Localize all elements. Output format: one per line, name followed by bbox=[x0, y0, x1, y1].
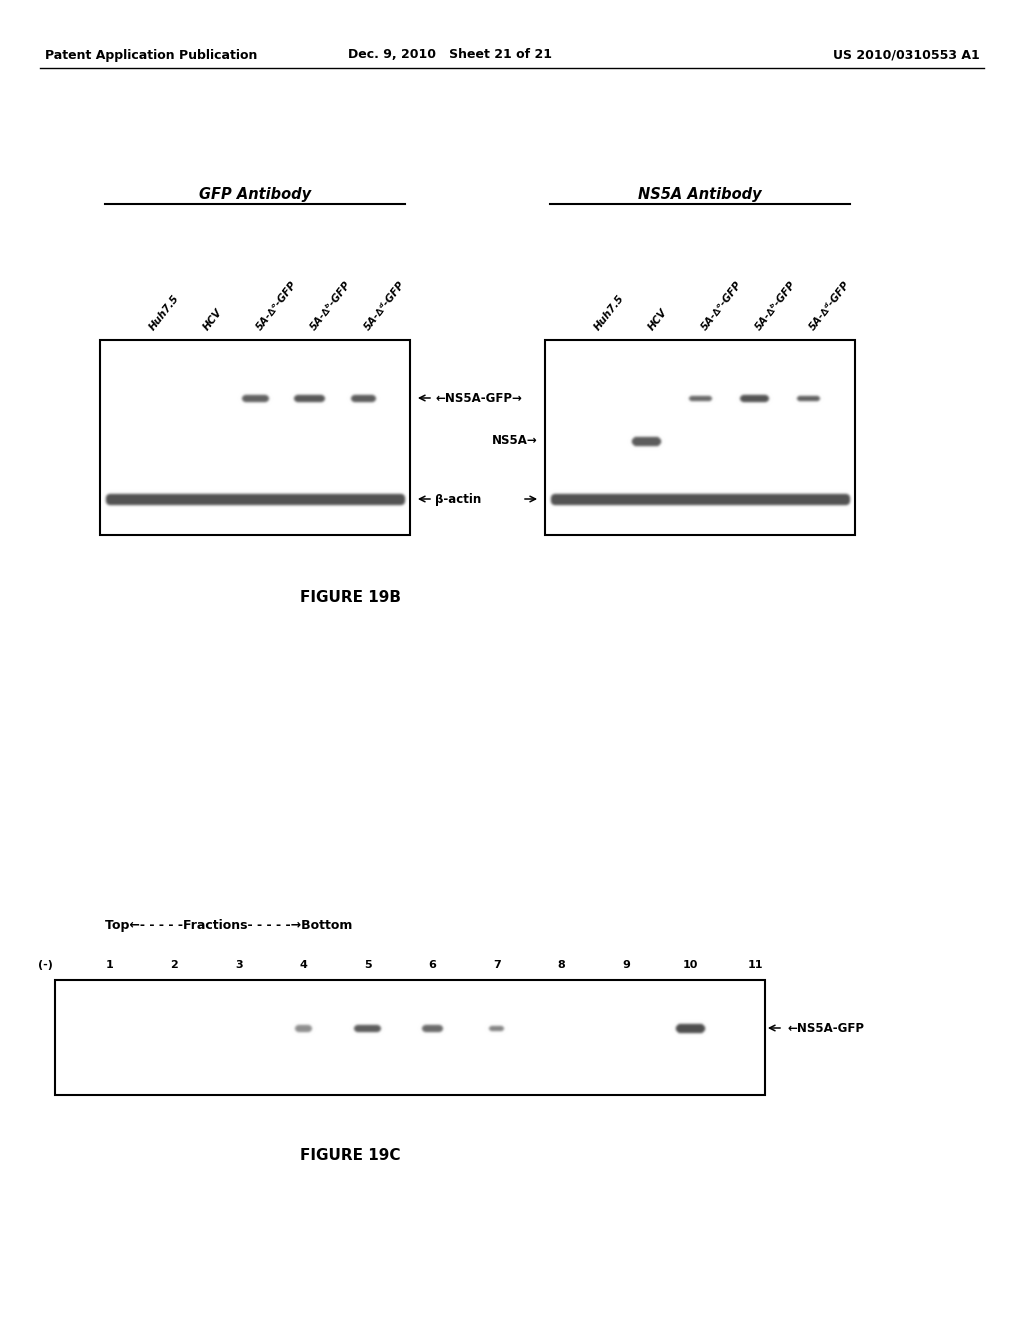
Text: Dec. 9, 2010   Sheet 21 of 21: Dec. 9, 2010 Sheet 21 of 21 bbox=[348, 49, 552, 62]
Text: NS5A Antibody: NS5A Antibody bbox=[638, 187, 762, 202]
Text: NS5A→: NS5A→ bbox=[493, 434, 538, 447]
Text: HCV: HCV bbox=[646, 306, 669, 333]
Text: Huh7.5: Huh7.5 bbox=[147, 293, 180, 333]
Text: GFP Antibody: GFP Antibody bbox=[199, 187, 311, 202]
Text: 5A-∆ᵇ-GFP: 5A-∆ᵇ-GFP bbox=[754, 279, 799, 333]
Text: (-): (-) bbox=[38, 960, 52, 970]
Text: 5A-∆ᵇ-GFP: 5A-∆ᵇ-GFP bbox=[309, 279, 353, 333]
Text: FIGURE 19B: FIGURE 19B bbox=[299, 590, 400, 605]
Bar bbox=[55, 979, 765, 1096]
Text: 4: 4 bbox=[299, 960, 307, 970]
Text: 5A-∆ᵈ-GFP: 5A-∆ᵈ-GFP bbox=[808, 279, 852, 333]
Text: FIGURE 19C: FIGURE 19C bbox=[300, 1148, 400, 1163]
Bar bbox=[545, 341, 855, 535]
Text: 10: 10 bbox=[683, 960, 698, 970]
Text: Patent Application Publication: Patent Application Publication bbox=[45, 49, 257, 62]
Text: Top←- - - - -Fractions- - - - -→Bottom: Top←- - - - -Fractions- - - - -→Bottom bbox=[105, 919, 352, 932]
Text: 5A-∆ᵈ-GFP: 5A-∆ᵈ-GFP bbox=[362, 279, 408, 333]
Text: 6: 6 bbox=[428, 960, 436, 970]
Text: Huh7.5: Huh7.5 bbox=[592, 293, 626, 333]
Text: 2: 2 bbox=[170, 960, 178, 970]
Text: 11: 11 bbox=[748, 960, 763, 970]
Text: US 2010/0310553 A1: US 2010/0310553 A1 bbox=[834, 49, 980, 62]
Text: HCV: HCV bbox=[201, 306, 224, 333]
Text: 8: 8 bbox=[557, 960, 565, 970]
Text: 5A-∆ᵒ-GFP: 5A-∆ᵒ-GFP bbox=[255, 279, 299, 333]
Text: 9: 9 bbox=[622, 960, 630, 970]
Text: β-actin: β-actin bbox=[435, 492, 481, 506]
Text: 5: 5 bbox=[364, 960, 372, 970]
Text: 3: 3 bbox=[234, 960, 243, 970]
Text: 5A-∆ᵒ-GFP: 5A-∆ᵒ-GFP bbox=[700, 279, 744, 333]
Text: ←NS5A-GFP→: ←NS5A-GFP→ bbox=[435, 392, 522, 404]
Bar bbox=[100, 341, 410, 535]
Text: ←NS5A-GFP: ←NS5A-GFP bbox=[787, 1022, 864, 1035]
Text: 7: 7 bbox=[493, 960, 501, 970]
Text: 1: 1 bbox=[105, 960, 114, 970]
